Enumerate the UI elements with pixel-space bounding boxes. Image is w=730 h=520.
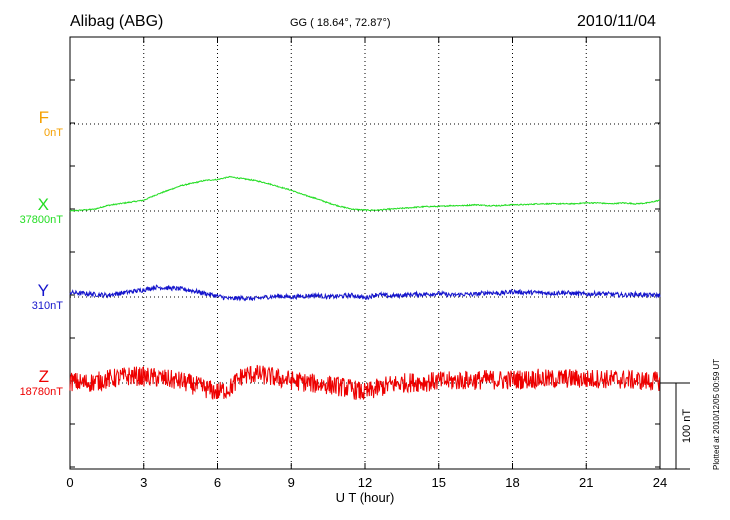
trace-z [69,364,661,401]
x-tick-label: 24 [653,475,667,490]
x-tick-label: 6 [214,475,221,490]
x-tick-label: 0 [66,475,73,490]
x-tick-label: 18 [505,475,519,490]
component-letter: Z [38,367,49,386]
plotted-timestamp: Plotted at 2010/12/05 00:59 UT [712,358,721,470]
component-baseline: 37800nT [19,214,63,226]
x-tick-label: 15 [432,475,446,490]
x-tick-label: 21 [579,475,593,490]
plot-date: 2010/11/04 [577,13,656,30]
scale-bar-label: 100 nT [681,409,693,444]
trace-y [69,284,661,302]
x-axis-label: U T (hour) [336,490,395,505]
component-letter: Y [37,281,49,300]
component-letter: F [38,108,49,127]
component-baseline: 18780nT [19,386,63,398]
component-label-y: Y 310nT [0,281,63,313]
x-tick-label: 12 [358,475,372,490]
station-title: Alibag (ABG) [70,13,164,30]
x-tick-label: 3 [140,475,147,490]
component-baseline: 310nT [31,300,63,312]
station-coordinates: GG ( 18.64°, 72.87°) [290,17,391,29]
component-label-x: X 37800nT [0,195,63,227]
component-label-z: Z 18780nT [0,367,63,399]
trace-x [69,175,661,212]
x-tick-label: 9 [288,475,295,490]
component-baseline: 0nT [44,127,63,139]
component-letter: X [37,195,49,214]
component-label-f: F 0nT [0,108,63,140]
